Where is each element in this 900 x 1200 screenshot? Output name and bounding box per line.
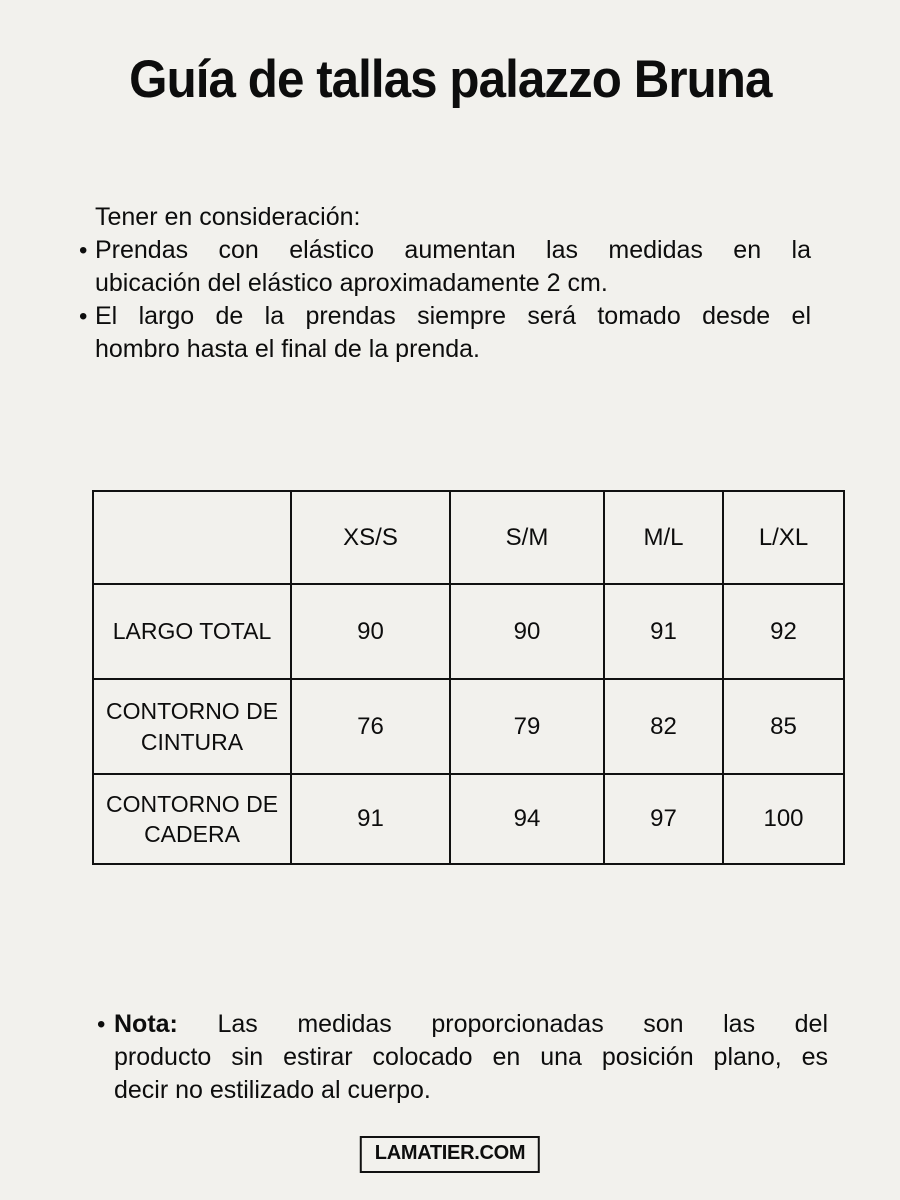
table-row-contorno-cadera: CONTORNO DE CADERA 91 94 97 100 <box>92 773 845 865</box>
size-cell: 91 <box>290 773 451 865</box>
size-cell: 92 <box>722 583 845 680</box>
size-cell: 90 <box>449 583 605 680</box>
size-table: XS/S S/M M/L L/XL LARGO TOTAL 90 90 91 9… <box>92 490 845 865</box>
size-cell: 100 <box>722 773 845 865</box>
column-header-lxl: L/XL <box>722 490 845 585</box>
intro-heading: Tener en consideración: <box>95 203 361 231</box>
note-line-1-text: Las medidas proporcionadas son las del <box>217 1010 828 1038</box>
row-label: CONTORNO DE CINTURA <box>92 678 292 775</box>
size-cell: 79 <box>449 678 605 775</box>
row-label: CONTORNO DE CADERA <box>92 773 292 865</box>
bullet-icon: • <box>97 1011 106 1038</box>
note-line-2: producto sin estirar colocado en una pos… <box>114 1043 828 1071</box>
size-cell: 85 <box>722 678 845 775</box>
bullet-icon: • <box>79 237 88 264</box>
row-label: LARGO TOTAL <box>92 583 292 680</box>
column-header-ml: M/L <box>603 490 724 585</box>
column-header-sm: S/M <box>449 490 605 585</box>
bullet-line: ubicación del elástico aproximadamente 2… <box>95 269 608 297</box>
bullet-line: hombro hasta el final de la prenda. <box>95 335 480 363</box>
page-title-text: Guía de tallas palazzo Bruna <box>128 50 772 109</box>
bullet-item-length: • El largo de la prendas siempre será to… <box>79 300 811 366</box>
bullet-line: Prendas con elástico aumentan las medida… <box>95 236 811 264</box>
note-line-1: Nota: Las medidas proporcionadas son las… <box>114 1008 828 1041</box>
note-label: Nota: <box>114 1010 178 1038</box>
table-row-contorno-cintura: CONTORNO DE CINTURA 76 79 82 85 <box>92 678 845 775</box>
bullet-icon: • <box>79 303 88 330</box>
size-cell: 90 <box>290 583 451 680</box>
brand-box: LAMATIER.COM <box>359 1136 541 1173</box>
page-title: Guía de tallas palazzo Bruna <box>0 50 900 109</box>
bullet-item-elastic: • Prendas con elástico aumentan las medi… <box>79 234 811 300</box>
note-line-3: decir no estilizado al cuerpo. <box>114 1076 431 1104</box>
size-cell: 82 <box>603 678 724 775</box>
bullet-line: El largo de la prendas siempre será toma… <box>95 302 811 330</box>
table-header-row: XS/S S/M M/L L/XL <box>92 490 845 585</box>
intro-section: Tener en consideración: • Prendas con el… <box>79 201 811 366</box>
table-row-largo-total: LARGO TOTAL 90 90 91 92 <box>92 583 845 680</box>
size-cell: 97 <box>603 773 724 865</box>
note-section: • Nota: Las medidas proporcionadas son l… <box>97 1008 828 1107</box>
size-cell: 91 <box>603 583 724 680</box>
brand-label: LAMATIER.COM <box>374 1142 526 1164</box>
size-cell: 76 <box>290 678 451 775</box>
corner-cell <box>92 490 292 585</box>
note-bullet-item: • Nota: Las medidas proporcionadas son l… <box>97 1008 828 1107</box>
column-header-xss: XS/S <box>290 490 451 585</box>
size-cell: 94 <box>449 773 605 865</box>
